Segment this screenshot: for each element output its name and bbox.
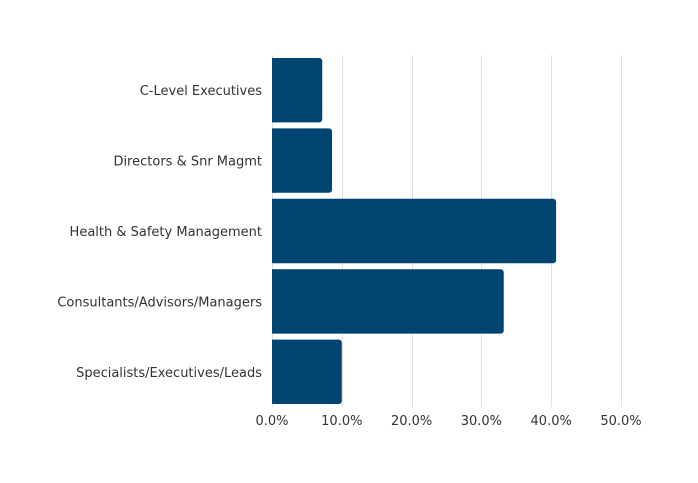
category-label: C-Level Executives <box>140 84 263 99</box>
bar-base-2 <box>272 198 276 264</box>
x-axis-tick-labels: 0.0% 10.0% 20.0% 30.0% 40.0% 50.0% <box>255 414 641 429</box>
category-label: Consultants/Advisors/Managers <box>57 295 262 310</box>
x-tick-label: 50.0% <box>600 414 641 429</box>
bar-base-3 <box>272 269 276 334</box>
category-label: Directors & Snr Magmt <box>113 155 262 170</box>
bar-0 <box>272 58 323 123</box>
category-label: Health & Safety Management <box>70 225 262 240</box>
x-tick-label: 0.0% <box>255 414 288 429</box>
bar-3 <box>272 269 504 334</box>
bar-base-4 <box>272 339 276 404</box>
bar-4 <box>272 339 342 404</box>
bar-base-1 <box>272 128 276 193</box>
bar-2 <box>272 198 557 264</box>
x-tick-label: 30.0% <box>461 414 502 429</box>
x-tick-label: 20.0% <box>391 414 432 429</box>
category-labels: C-Level Executives Directors & Snr Magmt H… <box>57 84 262 381</box>
category-label: Specialists/Executives/Leads <box>76 366 262 381</box>
x-tick-label: 10.0% <box>321 414 362 429</box>
bars <box>272 58 557 404</box>
bar-base-0 <box>272 58 276 123</box>
bar-1 <box>272 128 333 193</box>
x-tick-label: 40.0% <box>531 414 572 429</box>
